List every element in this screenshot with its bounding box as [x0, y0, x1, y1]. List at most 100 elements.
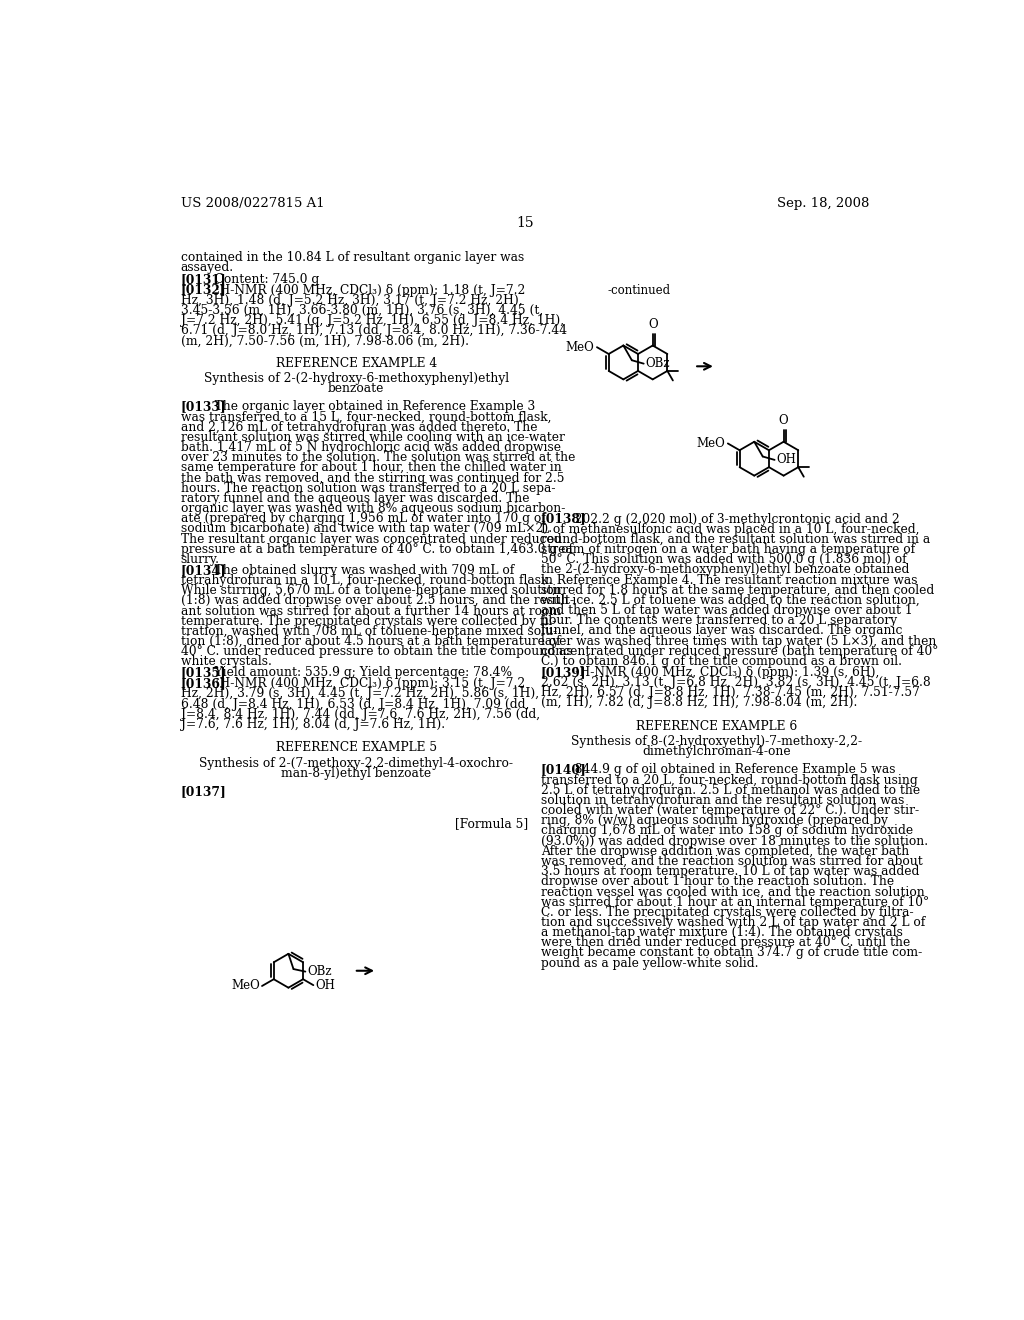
Text: Synthesis of 8-(2-hydroxyethyl)-7-methoxy-2,2-: Synthesis of 8-(2-hydroxyethyl)-7-methox… [571, 735, 862, 748]
Text: [0133]: [0133] [180, 400, 226, 413]
Text: weight became constant to obtain 374.7 g of crude title com-: weight became constant to obtain 374.7 g… [541, 946, 923, 960]
Text: J=7.2 Hz, 2H), 5.41 (q, J=5.2 Hz, 1H), 6.55 (d, J=8.4 Hz, 1H),: J=7.2 Hz, 2H), 5.41 (q, J=5.2 Hz, 1H), 6… [180, 314, 564, 327]
Text: ratory funnel and the aqueous layer was discarded. The: ratory funnel and the aqueous layer was … [180, 492, 529, 506]
Text: the 2-(2-hydroxy-6-methoxyphenyl)ethyl benzoate obtained: the 2-(2-hydroxy-6-methoxyphenyl)ethyl b… [541, 564, 909, 577]
Text: over 23 minutes to the solution. The solution was stirred at the: over 23 minutes to the solution. The sol… [180, 451, 575, 465]
Text: in Reference Example 4. The resultant reaction mixture was: in Reference Example 4. The resultant re… [541, 574, 918, 586]
Text: 844.9 g of oil obtained in Reference Example 5 was: 844.9 g of oil obtained in Reference Exa… [563, 763, 895, 776]
Text: reaction vessel was cooled with ice, and the reaction solution: reaction vessel was cooled with ice, and… [541, 886, 925, 899]
Text: 2.62 (s, 2H), 3.13 (t, J=6.8 Hz, 2H), 3.82 (s, 3H), 4.45 (t, J=6.8: 2.62 (s, 2H), 3.13 (t, J=6.8 Hz, 2H), 3.… [541, 676, 931, 689]
Text: tion and successively washed with 2 L of tap water and 2 L of: tion and successively washed with 2 L of… [541, 916, 926, 929]
Text: man-8-yl)ethyl benzoate: man-8-yl)ethyl benzoate [282, 767, 431, 780]
Text: REFERENCE EXAMPLE 4: REFERENCE EXAMPLE 4 [275, 356, 437, 370]
Text: with ice. 2.5 L of toluene was added to the reaction solution,: with ice. 2.5 L of toluene was added to … [541, 594, 920, 607]
Text: 202.2 g (2.020 mol) of 3-methylcrontonic acid and 2: 202.2 g (2.020 mol) of 3-methylcrontonic… [563, 512, 900, 525]
Text: slurry.: slurry. [180, 553, 219, 566]
Text: sodium bicarbonate) and twice with tap water (709 mL×2).: sodium bicarbonate) and twice with tap w… [180, 523, 552, 536]
Text: contained in the 10.84 L of resultant organic layer was: contained in the 10.84 L of resultant or… [180, 251, 524, 264]
Text: REFERENCE EXAMPLE 5: REFERENCE EXAMPLE 5 [275, 742, 436, 754]
Text: dimethylchroman-4-one: dimethylchroman-4-one [642, 744, 791, 758]
Text: MeO: MeO [566, 341, 595, 354]
Text: O: O [779, 414, 788, 426]
Text: 15: 15 [516, 216, 534, 230]
Text: The organic layer obtained in Reference Example 3: The organic layer obtained in Reference … [203, 400, 535, 413]
Text: (93.0%)) was added dropwise over 18 minutes to the solution.: (93.0%)) was added dropwise over 18 minu… [541, 834, 928, 847]
Text: [0136]: [0136] [180, 677, 226, 690]
Text: Sep. 18, 2008: Sep. 18, 2008 [776, 197, 869, 210]
Text: 3.45-3.56 (m, 1H), 3.66-3.80 (m, 1H), 3.76 (s, 3H), 4.45 (t,: 3.45-3.56 (m, 1H), 3.66-3.80 (m, 1H), 3.… [180, 304, 543, 317]
Text: 40° C. under reduced pressure to obtain the title compound as: 40° C. under reduced pressure to obtain … [180, 645, 572, 659]
Text: [0137]: [0137] [180, 785, 226, 799]
Text: Synthesis of 2-(7-methoxy-2,2-dimethyl-4-oxochro-: Synthesis of 2-(7-methoxy-2,2-dimethyl-4… [200, 756, 513, 770]
Text: white crystals.: white crystals. [180, 655, 271, 668]
Text: -continued: -continued [607, 284, 671, 297]
Text: [Formula 5]: [Formula 5] [455, 817, 528, 830]
Text: Content: 745.0 g: Content: 745.0 g [203, 273, 318, 285]
Text: Yield amount: 535.9 g; Yield percentage: 78.4%: Yield amount: 535.9 g; Yield percentage:… [203, 667, 512, 680]
Text: 6.48 (d, J=8.4 Hz, 1H), 6.53 (d, J=8.4 Hz, 1H), 7.09 (dd,: 6.48 (d, J=8.4 Hz, 1H), 6.53 (d, J=8.4 H… [180, 697, 529, 710]
Text: hours. The reaction solution was transferred to a 20 L sepa-: hours. The reaction solution was transfe… [180, 482, 555, 495]
Text: O: O [648, 318, 657, 330]
Text: The resultant organic layer was concentrated under reduced: The resultant organic layer was concentr… [180, 532, 561, 545]
Text: (m, 1H), 7.82 (d, J=8.8 Hz, 1H), 7.98-8.04 (m, 2H).: (m, 1H), 7.82 (d, J=8.8 Hz, 1H), 7.98-8.… [541, 697, 857, 709]
Text: ant solution was stirred for about a further 14 hours at room: ant solution was stirred for about a fur… [180, 605, 561, 618]
Text: L of methanesulfonic acid was placed in a 10 L, four-necked,: L of methanesulfonic acid was placed in … [541, 523, 920, 536]
Text: J=8.4, 8.4 Hz, 1H), 7.44 (dd, J=7.6, 7.6 Hz, 2H), 7.56 (dd,: J=8.4, 8.4 Hz, 1H), 7.44 (dd, J=7.6, 7.6… [180, 708, 540, 721]
Text: [0134]: [0134] [180, 564, 226, 577]
Text: and then 5 L of tap water was added dropwise over about 1: and then 5 L of tap water was added drop… [541, 605, 912, 616]
Text: Hz, 3H), 1.48 (d, J=5.2 Hz, 3H), 3.17 (t, J=7.2 Hz, 2H),: Hz, 3H), 1.48 (d, J=5.2 Hz, 3H), 3.17 (t… [180, 294, 522, 306]
Text: ate (prepared by charging 1,956 mL of water into 170 g of: ate (prepared by charging 1,956 mL of wa… [180, 512, 546, 525]
Text: same temperature for about 1 hour, then the chilled water in: same temperature for about 1 hour, then … [180, 462, 561, 474]
Text: were then dried under reduced pressure at 40° C. until the: were then dried under reduced pressure a… [541, 936, 910, 949]
Text: was stirred for about 1 hour at an internal temperature of 10°: was stirred for about 1 hour at an inter… [541, 895, 929, 908]
Text: stirred for 1.8 hours at the same temperature, and then cooled: stirred for 1.8 hours at the same temper… [541, 583, 934, 597]
Text: [0135]: [0135] [180, 667, 226, 680]
Text: Hz, 2H), 6.57 (d, J=8.8 Hz, 1H), 7.38-7.45 (m, 2H), 7.51-7.57: Hz, 2H), 6.57 (d, J=8.8 Hz, 1H), 7.38-7.… [541, 686, 920, 700]
Text: was transferred to a 15 L, four-necked, round-bottom flask,: was transferred to a 15 L, four-necked, … [180, 411, 551, 424]
Text: After the dropwise addition was completed, the water bath: After the dropwise addition was complete… [541, 845, 909, 858]
Text: C. or less. The precipitated crystals were collected by filtra-: C. or less. The precipitated crystals we… [541, 906, 913, 919]
Text: cooled with water (water temperature of 22° C.). Under stir-: cooled with water (water temperature of … [541, 804, 920, 817]
Text: OH: OH [776, 453, 796, 466]
Text: dropwise over about 1 hour to the reaction solution. The: dropwise over about 1 hour to the reacti… [541, 875, 894, 888]
Text: tration, washed with 708 mL of toluene-heptane mixed solu-: tration, washed with 708 mL of toluene-h… [180, 624, 557, 638]
Text: (m, 2H), 7.50-7.56 (m, 1H), 7.98-8.06 (m, 2H).: (m, 2H), 7.50-7.56 (m, 1H), 7.98-8.06 (m… [180, 334, 469, 347]
Text: 3.5 hours at room temperature. 10 L of tap water was added: 3.5 hours at room temperature. 10 L of t… [541, 865, 920, 878]
Text: temperature. The precipitated crystals were collected by fil-: temperature. The precipitated crystals w… [180, 615, 556, 628]
Text: stream of nitrogen on a water bath having a temperature of: stream of nitrogen on a water bath havin… [541, 543, 915, 556]
Text: OBz: OBz [645, 358, 670, 370]
Text: REFERENCE EXAMPLE 6: REFERENCE EXAMPLE 6 [636, 719, 797, 733]
Text: funnel, and the aqueous layer was discarded. The organic: funnel, and the aqueous layer was discar… [541, 624, 902, 638]
Text: benzoate: benzoate [328, 383, 384, 395]
Text: solution in tetrahydrofuran and the resultant solution was: solution in tetrahydrofuran and the resu… [541, 793, 904, 807]
Text: OH: OH [315, 978, 335, 991]
Text: Hz, 2H), 3.79 (s, 3H), 4.45 (t, J=7.2 Hz, 2H), 5.86 (s, 1H),: Hz, 2H), 3.79 (s, 3H), 4.45 (t, J=7.2 Hz… [180, 688, 539, 701]
Text: tetrahydrofuran in a 10 L, four-necked, round-bottom flask.: tetrahydrofuran in a 10 L, four-necked, … [180, 574, 552, 587]
Text: ¹H-NMR (400 MHz, CDCl₃) δ (ppm): 1.39 (s, 6H),: ¹H-NMR (400 MHz, CDCl₃) δ (ppm): 1.39 (s… [563, 665, 880, 678]
Text: C.) to obtain 846.1 g of the title compound as a brown oil.: C.) to obtain 846.1 g of the title compo… [541, 655, 902, 668]
Text: 50° C. This solution was added with 500.0 g (1.836 mol) of: 50° C. This solution was added with 500.… [541, 553, 906, 566]
Text: [0131]: [0131] [180, 273, 226, 285]
Text: US 2008/0227815 A1: US 2008/0227815 A1 [180, 197, 325, 210]
Text: While stirring, 5,670 mL of a toluene-heptane mixed solution: While stirring, 5,670 mL of a toluene-he… [180, 585, 561, 597]
Text: charging 1,678 mL of water into 158 g of sodium hydroxide: charging 1,678 mL of water into 158 g of… [541, 825, 913, 837]
Text: a methanol-tap water mixture (1:4). The obtained crystals: a methanol-tap water mixture (1:4). The … [541, 927, 903, 939]
Text: The obtained slurry was washed with 709 mL of: The obtained slurry was washed with 709 … [203, 564, 514, 577]
Text: the bath was removed, and the stirring was continued for 2.5: the bath was removed, and the stirring w… [180, 471, 564, 484]
Text: [0132]: [0132] [180, 284, 226, 297]
Text: pound as a pale yellow-white solid.: pound as a pale yellow-white solid. [541, 957, 759, 969]
Text: pressure at a bath temperature of 40° C. to obtain 1,463.0 g of: pressure at a bath temperature of 40° C.… [180, 543, 572, 556]
Text: [0140]: [0140] [541, 763, 587, 776]
Text: OBz: OBz [307, 965, 332, 978]
Text: transferred to a 20 L, four-necked, round-bottom flask using: transferred to a 20 L, four-necked, roun… [541, 774, 918, 787]
Text: was removed, and the reaction solution was stirred for about: was removed, and the reaction solution w… [541, 855, 923, 867]
Text: 2.5 L of tetrahydrofuran. 2.5 L of methanol was added to the: 2.5 L of tetrahydrofuran. 2.5 L of metha… [541, 784, 921, 797]
Text: organic layer was washed with 8% aqueous sodium bicarbon-: organic layer was washed with 8% aqueous… [180, 502, 565, 515]
Text: concentrated under reduced pressure (bath temperature of 40°: concentrated under reduced pressure (bat… [541, 644, 938, 657]
Text: resultant solution was stirred while cooling with an ice-water: resultant solution was stirred while coo… [180, 430, 564, 444]
Text: 6.71 (d, J=8.0 Hz, 1H), 7.13 (dd, J=8.4, 8.0 Hz, 1H), 7.36-7.44: 6.71 (d, J=8.0 Hz, 1H), 7.13 (dd, J=8.4,… [180, 325, 566, 337]
Text: ¹H-NMR (400 MHz, CDCl₃) δ (ppm): 1.18 (t, J=7.2: ¹H-NMR (400 MHz, CDCl₃) δ (ppm): 1.18 (t… [203, 284, 525, 297]
Text: J=7.6, 7.6 Hz, 1H), 8.04 (d, J=7.6 Hz, 1H).: J=7.6, 7.6 Hz, 1H), 8.04 (d, J=7.6 Hz, 1… [180, 718, 444, 731]
Text: round-bottom flask, and the resultant solution was stirred in a: round-bottom flask, and the resultant so… [541, 533, 930, 546]
Text: layer was washed three times with tap water (5 L×3), and then: layer was washed three times with tap wa… [541, 635, 936, 648]
